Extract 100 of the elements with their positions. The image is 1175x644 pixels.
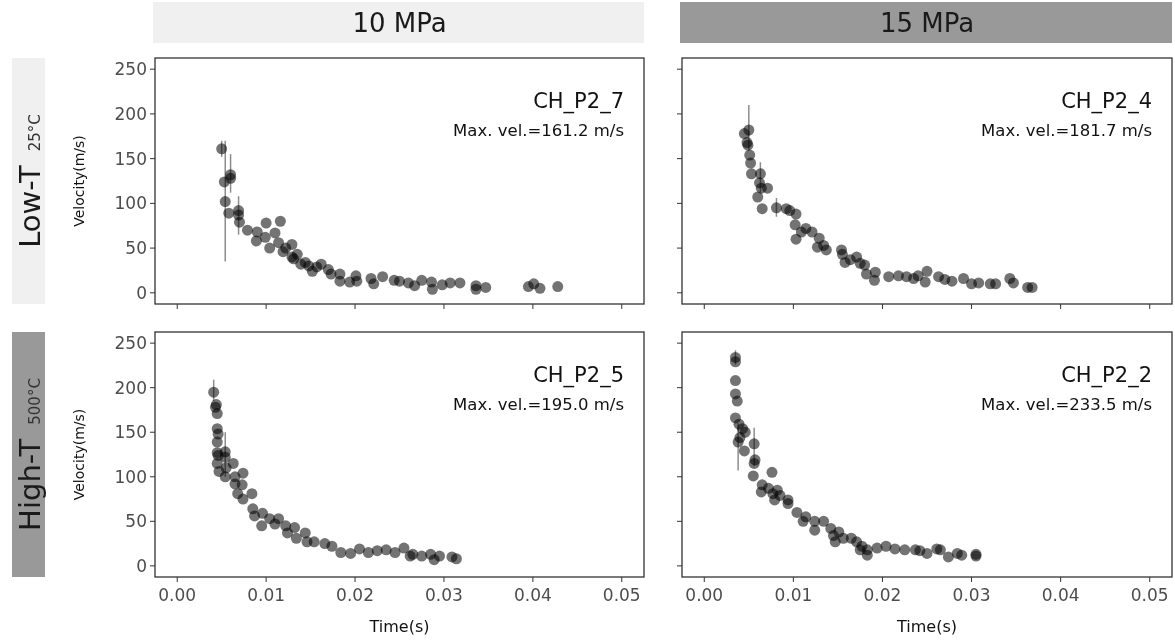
x-tick-label: 0.03 [425, 585, 463, 605]
point [868, 274, 880, 286]
x-axis-title: Time(s) [368, 617, 430, 636]
point [246, 488, 258, 500]
x-tick-label: 0.03 [952, 585, 991, 605]
y-axis-title: Velocity(m/s) [71, 135, 87, 227]
point [791, 506, 803, 518]
point [257, 507, 269, 519]
point [1026, 281, 1038, 293]
point [861, 549, 873, 561]
y-tick-label: 250 [114, 59, 147, 80]
text: Low-T [13, 164, 47, 248]
point [738, 445, 750, 457]
point [273, 513, 285, 525]
point [729, 375, 741, 387]
annotation: Max. vel.=233.5 m/s [981, 395, 1152, 414]
point [286, 239, 298, 251]
point [223, 207, 235, 219]
y-tick-label: 100 [114, 466, 147, 487]
point [219, 196, 231, 208]
point [552, 281, 564, 293]
point [208, 386, 220, 398]
point [919, 276, 931, 288]
point [260, 217, 272, 229]
annotation: Max. vel.=195.0 m/s [453, 395, 624, 414]
point [291, 248, 303, 260]
point [416, 274, 428, 286]
point [233, 216, 245, 228]
point [264, 242, 276, 254]
point [809, 524, 821, 536]
point [820, 244, 832, 256]
point [782, 498, 794, 509]
x-tick-label: 0.02 [336, 585, 374, 605]
y-tick-label: 0 [136, 555, 147, 576]
x-axis-title: Time(s) [896, 617, 957, 636]
y-tick-label: 50 [125, 511, 147, 532]
point [274, 215, 286, 227]
point [362, 547, 374, 558]
point [353, 543, 365, 555]
y-tick-label: 200 [114, 377, 147, 398]
point [335, 547, 347, 558]
point [921, 265, 933, 277]
point [789, 219, 801, 231]
x-tick-label: 0.01 [774, 585, 813, 605]
point [990, 278, 1002, 290]
point [743, 124, 755, 136]
point [797, 515, 809, 527]
point [434, 550, 446, 562]
point [216, 143, 228, 155]
point [351, 275, 363, 287]
point [756, 203, 768, 215]
point [211, 408, 223, 420]
point [899, 544, 911, 556]
y-tick-label: 200 [114, 103, 147, 124]
point [236, 479, 248, 491]
point [227, 457, 239, 469]
x-tick-label: 0.00 [158, 585, 197, 605]
point [237, 467, 249, 479]
point [259, 231, 271, 243]
point [326, 540, 338, 552]
point [956, 549, 968, 561]
y-tick-label: 250 [114, 333, 147, 354]
annotation: CH_P2_7 [533, 89, 624, 114]
point [251, 226, 263, 238]
point [731, 395, 743, 407]
y-tick-label: 50 [125, 238, 147, 259]
text: 25°C [26, 114, 44, 152]
point [942, 551, 954, 563]
point [345, 547, 357, 559]
point [769, 494, 781, 506]
point [958, 273, 970, 285]
point [766, 466, 778, 478]
annotation: Max. vel.=181.7 m/s [981, 121, 1152, 140]
text: 500°C [26, 378, 44, 425]
annotation: CH_P2_5 [533, 363, 624, 388]
y-tick-label: 0 [136, 282, 147, 303]
point [747, 470, 759, 482]
point [880, 540, 892, 552]
point [480, 281, 492, 293]
point [237, 493, 249, 505]
point [732, 436, 744, 448]
point [859, 259, 871, 271]
x-tick-label: 0.05 [1130, 585, 1169, 605]
point [211, 436, 223, 448]
text: High-T [13, 438, 47, 531]
point [308, 536, 320, 548]
y-axis-title: Velocity(m/s) [71, 408, 87, 501]
point [219, 471, 231, 483]
point [818, 515, 830, 527]
point [273, 237, 285, 249]
point [368, 278, 380, 290]
point [377, 271, 389, 283]
point [770, 202, 782, 214]
point [946, 275, 958, 287]
point [973, 277, 985, 289]
point [454, 277, 466, 289]
point [752, 191, 764, 203]
x-tick-label: 0.04 [513, 585, 552, 605]
annotation: CH_P2_4 [1061, 89, 1152, 114]
point [334, 275, 346, 287]
